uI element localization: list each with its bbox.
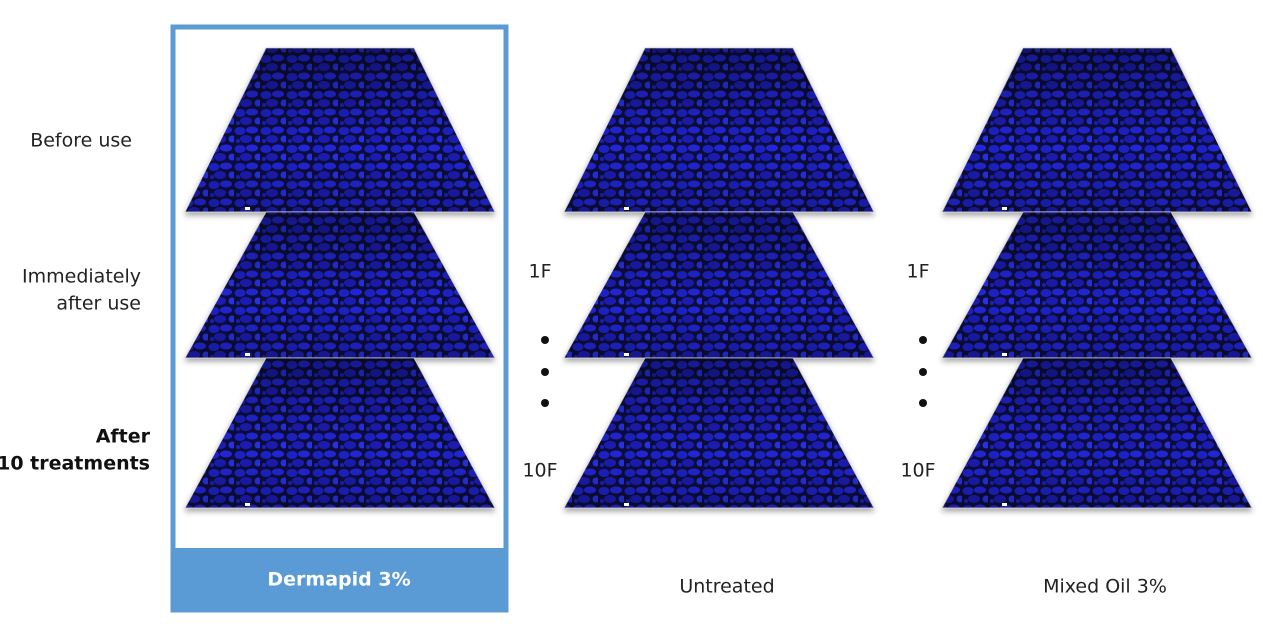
scale-marker (245, 207, 250, 210)
image-shade (564, 358, 874, 508)
scale-marker (624, 353, 629, 356)
column-label: Dermapid 3% (267, 569, 410, 591)
row-label: after use (56, 293, 141, 315)
row-label: After (96, 426, 151, 448)
image-shade (185, 212, 495, 358)
image-shade (942, 212, 1252, 358)
row-label: Before use (30, 130, 132, 152)
content: Before use Immediately after use After 10 tr… (0, 24, 1253, 613)
ellipsis-dot (919, 368, 927, 376)
row-label: 10 treatments (0, 453, 150, 475)
image-shade (942, 48, 1252, 212)
frame-label: 1F (906, 261, 929, 283)
column-label: Untreated (679, 576, 774, 598)
highlight-label-band (171, 548, 508, 612)
ellipsis-dot (919, 336, 927, 344)
image-shade (942, 358, 1252, 508)
scale-marker (624, 207, 629, 210)
scale-marker (624, 503, 629, 506)
ellipsis-dot (541, 399, 549, 407)
image-shade (185, 48, 495, 212)
scale-marker (1002, 207, 1007, 210)
scale-marker (245, 503, 250, 506)
image-shade (185, 358, 495, 508)
ellipsis-dot (541, 368, 549, 376)
scale-marker (245, 353, 250, 356)
image-shade (564, 48, 874, 212)
frame-label: 10F (522, 460, 557, 482)
column-label: Mixed Oil 3% (1043, 576, 1167, 598)
scale-marker (1002, 353, 1007, 356)
row-label: Immediately (22, 266, 141, 288)
frame-label: 1F (528, 261, 551, 283)
image-shade (564, 212, 874, 358)
frame-label: 10F (900, 460, 935, 482)
ellipsis-dot (919, 399, 927, 407)
scale-marker (1002, 503, 1007, 506)
ellipsis-dot (541, 336, 549, 344)
